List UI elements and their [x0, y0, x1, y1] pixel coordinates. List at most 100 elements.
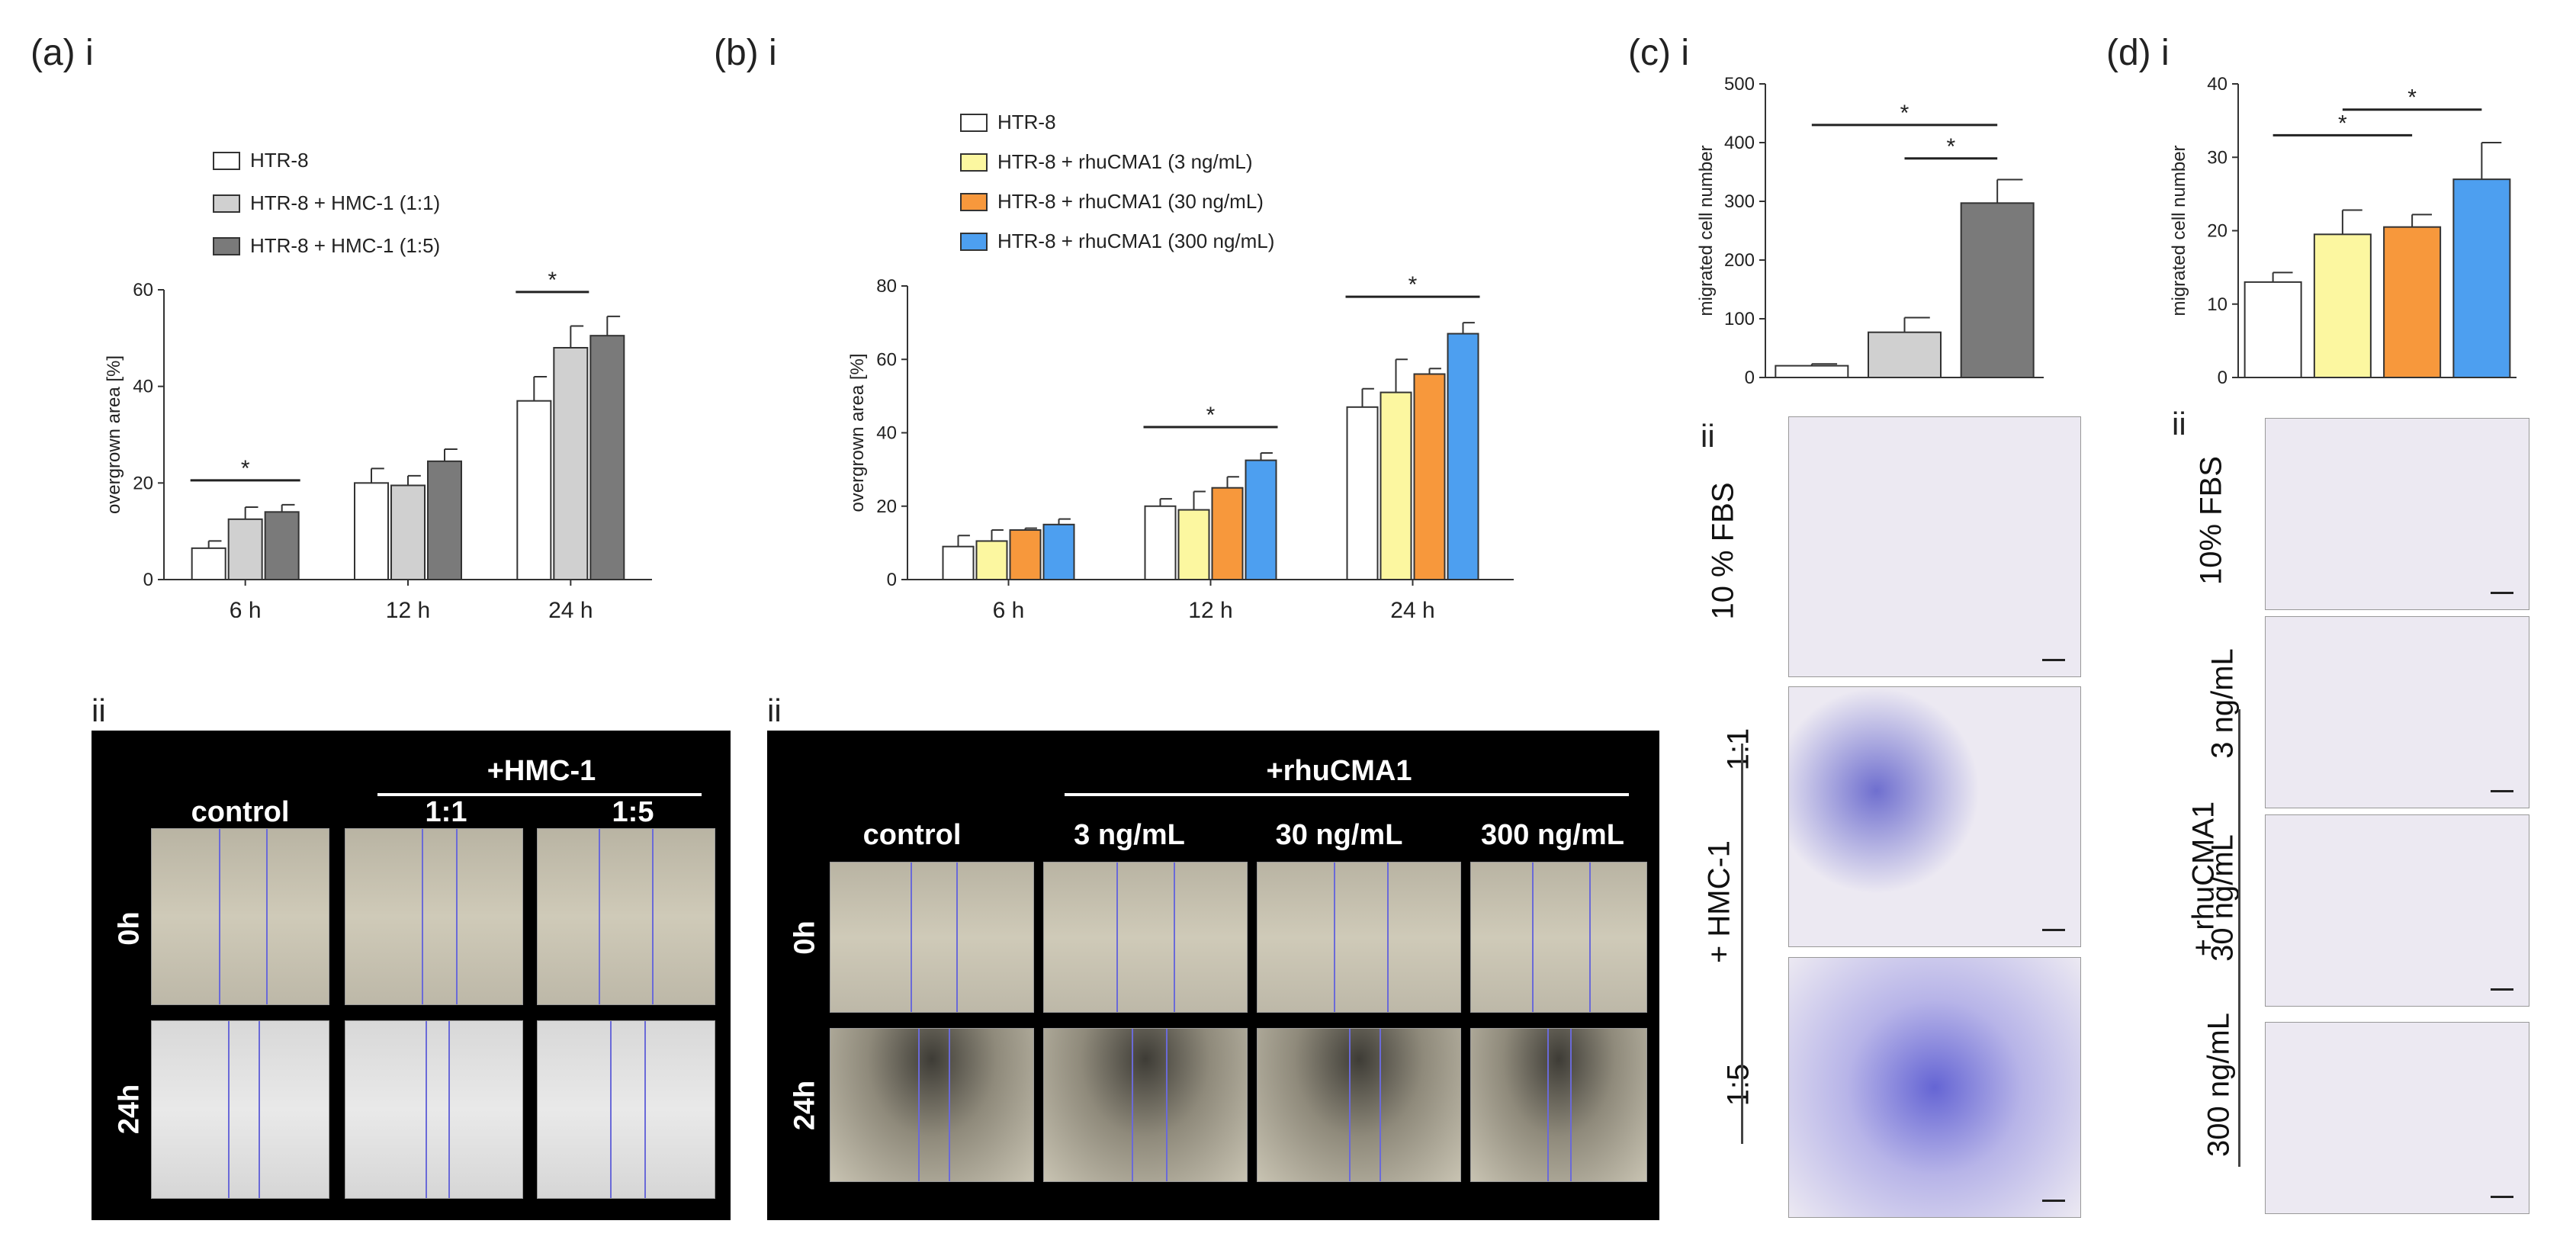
wound-a-image-1-1-24h — [345, 1020, 523, 1199]
legend-swatch-3 — [960, 233, 988, 251]
y-tick-label-0: 0 — [887, 570, 897, 590]
legend-label-2: HTR-8 + HMC-1 (1:5) — [250, 234, 440, 257]
legend-swatch-0 — [960, 114, 988, 132]
bar-0-1 — [975, 540, 1008, 580]
wound-b-col-control: control — [862, 819, 962, 851]
y-axis-label: overgrown area [%] — [847, 353, 868, 512]
y-tick-label-3: 60 — [876, 349, 897, 370]
significance-star-0: * — [2338, 111, 2347, 136]
panel-c-label: (c) i — [1628, 33, 1689, 73]
y-tick-label-2: 40 — [133, 377, 153, 397]
transwell-d-row-fbs: 10% FBS — [2194, 456, 2228, 585]
y-tick-label-1: 20 — [133, 473, 153, 493]
bar-2-2 — [1413, 373, 1446, 580]
bar-0-0 — [191, 547, 226, 580]
wound-b-col-300: 300 ng/mL — [1481, 819, 1624, 851]
wound-a-col-1-1: 1:1 — [425, 796, 467, 828]
transwell-c-image-1-5 — [1788, 957, 2081, 1218]
y-tick-label-1: 100 — [1724, 309, 1755, 329]
y-tick-label-3: 30 — [2207, 147, 2228, 168]
wound-b-col-30: 30 ng/mL — [1275, 819, 1403, 851]
bar-2-2 — [589, 335, 625, 580]
y-tick-label-5: 500 — [1724, 74, 1755, 95]
bar-0-0 — [942, 545, 975, 580]
wound-b-image-30-24h — [1257, 1028, 1461, 1182]
wound-b-image-3-24h — [1043, 1028, 1248, 1182]
legend-label-1: HTR-8 + HMC-1 (1:1) — [250, 191, 440, 214]
transwell-c-image-fbs — [1788, 416, 2081, 677]
bar-2-0 — [516, 400, 552, 580]
bar-0-1 — [227, 518, 263, 581]
wound-a-group-line — [377, 793, 702, 796]
significance-star-0: * — [1206, 403, 1216, 428]
transwell-d-image-300 — [2265, 1022, 2529, 1214]
bar-2-0 — [1346, 406, 1379, 580]
y-tick-label-1: 10 — [2207, 294, 2228, 315]
significance-star-0: * — [241, 456, 250, 481]
y-tick-label-2: 20 — [2207, 221, 2228, 242]
wound-b-col-3: 3 ng/mL — [1074, 819, 1185, 851]
wound-panel-a: +HMC-1 control 1:1 1:5 0h 24h — [92, 731, 731, 1220]
transwell-c-group-label: + HMC-1 — [1702, 840, 1736, 964]
y-tick-label-3: 300 — [1724, 191, 1755, 212]
panel-a-ii-label: ii — [92, 692, 106, 728]
bar-1-2 — [1211, 487, 1244, 580]
panel-b-ii-label: ii — [767, 692, 782, 728]
panel-d-label: (d) i — [2106, 33, 2170, 73]
panel-a-label: (a) i — [31, 33, 94, 73]
bar-0 — [1775, 365, 1849, 379]
bar-0-2 — [264, 511, 300, 581]
significance-star-1: * — [2407, 85, 2417, 111]
chart-d: 0 10 20 30 40 migrated cell number * * — [2169, 74, 2517, 388]
y-axis-label: overgrown area [%] — [104, 355, 124, 514]
transwell-c-group-line — [1741, 744, 1743, 1144]
bar-1-3 — [1245, 459, 1277, 580]
y-tick-label-3: 60 — [133, 280, 153, 300]
bar-1 — [1868, 331, 1942, 378]
panel-b-label: (b) i — [714, 33, 777, 73]
wound-b-group-line — [1065, 793, 1629, 796]
wound-b-image-300-0h — [1470, 862, 1647, 1013]
wound-a-image-1-5-24h — [537, 1020, 715, 1199]
transwell-c-row-1-1: 1:1 — [1721, 728, 1755, 771]
bar-2-1 — [553, 347, 589, 580]
y-tick-label-0: 0 — [2218, 368, 2228, 388]
y-axis-label: migrated cell number — [2169, 145, 2189, 316]
transwell-d-image-3 — [2265, 616, 2529, 808]
bar-1-1 — [1177, 509, 1210, 580]
wound-a-image-control-0h — [151, 828, 329, 1005]
wound-b-image-control-24h — [830, 1028, 1034, 1182]
transwell-d-row-3: 3 ng/mL — [2205, 648, 2240, 759]
transwell-d-image-fbs — [2265, 418, 2529, 610]
significance-star-0: * — [1900, 101, 1910, 126]
bar-0-3 — [1042, 523, 1075, 580]
x-tick-label-2: 24 h — [548, 598, 593, 618]
wound-a-col-control: control — [191, 796, 290, 828]
wound-b-row-0h: 0h — [789, 920, 821, 955]
bar-2-3 — [1447, 332, 1479, 580]
legend-label-0: HTR-8 — [250, 149, 309, 172]
y-tick-label-4: 80 — [876, 276, 897, 297]
bar-1-1 — [390, 484, 426, 580]
wound-b-image-3-0h — [1043, 862, 1248, 1013]
bar-3 — [2452, 178, 2511, 378]
y-tick-label-2: 40 — [876, 423, 897, 444]
wound-b-image-30-0h — [1257, 862, 1461, 1013]
wound-a-row-0h: 0h — [113, 911, 146, 946]
legend-label-1: HTR-8 + rhuCMA1 (3 ng/mL) — [997, 150, 1252, 173]
legend-swatch-1 — [213, 194, 240, 213]
y-tick-label-4: 400 — [1724, 133, 1755, 153]
wound-a-row-24h: 24h — [113, 1084, 146, 1135]
transwell-d-group-label: + rhuCMA1 — [2186, 801, 2221, 957]
x-tick-label-1: 12 h — [1188, 598, 1232, 618]
legend-label-0: HTR-8 — [997, 111, 1056, 133]
x-tick-label-0: 6 h — [230, 598, 262, 618]
legend-swatch-1 — [960, 153, 988, 172]
significance-star-1: * — [548, 268, 557, 293]
legend-swatch-2 — [213, 237, 240, 255]
transwell-c-row-1-5: 1:5 — [1721, 1063, 1755, 1107]
chart-b: HTR-8 HTR-8 + rhuCMA1 (3 ng/mL) HTR-8 + rh… — [847, 111, 1514, 618]
significance-star-1: * — [1408, 272, 1418, 297]
wound-b-group-label: +rhuCMA1 — [1266, 755, 1412, 787]
wound-b-image-control-0h — [830, 862, 1034, 1013]
